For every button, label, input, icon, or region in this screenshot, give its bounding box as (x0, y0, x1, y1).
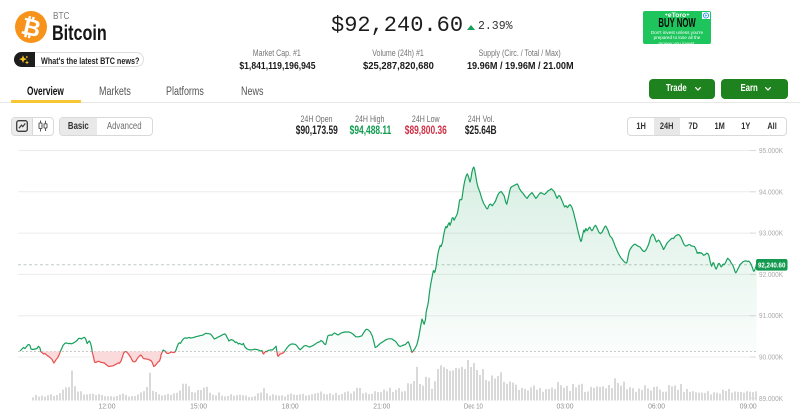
svg-text:92,240.60: 92,240.60 (758, 261, 786, 270)
svg-text:18:00: 18:00 (282, 402, 299, 411)
svg-text:93.000K: 93.000K (759, 229, 783, 238)
svg-text:12:00: 12:00 (99, 402, 116, 411)
svg-text:92.000K: 92.000K (759, 270, 783, 279)
svg-text:91.000K: 91.000K (759, 311, 783, 320)
svg-text:06:00: 06:00 (648, 402, 665, 411)
svg-text:21:00: 21:00 (373, 402, 390, 411)
svg-text:95.000K: 95.000K (759, 146, 783, 155)
svg-text:89.000K: 89.000K (759, 394, 783, 403)
svg-text:03:00: 03:00 (557, 402, 574, 411)
svg-text:94.000K: 94.000K (759, 187, 783, 196)
svg-text:Dec 10: Dec 10 (464, 402, 483, 411)
svg-text:90.000K: 90.000K (759, 353, 783, 362)
svg-text:09:00: 09:00 (740, 402, 757, 411)
svg-text:15:00: 15:00 (190, 402, 207, 411)
